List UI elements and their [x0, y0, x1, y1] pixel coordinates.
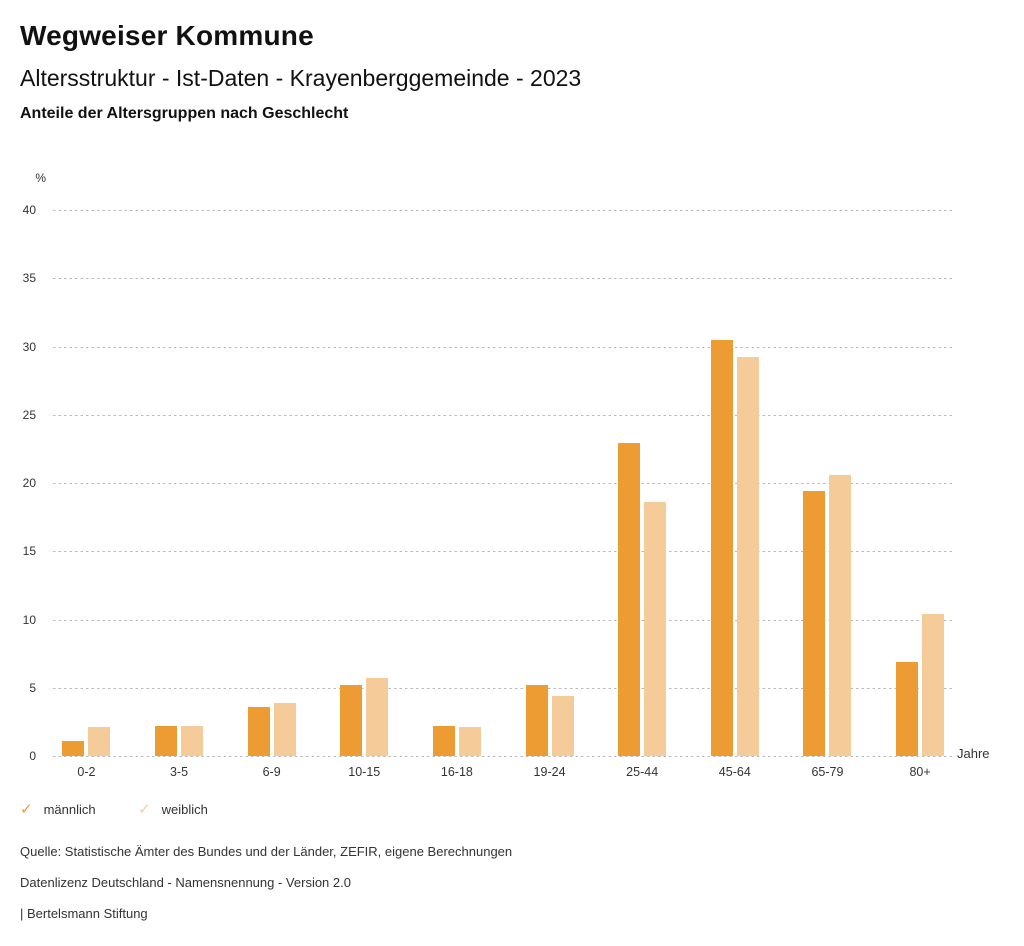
bar-weiblich-16-18: [458, 727, 481, 756]
bar-weiblich-45-64: [736, 357, 759, 756]
legend-label-weiblich: weiblich: [161, 802, 208, 817]
license-note: Datenlizenz Deutschland - Namensnennung …: [20, 875, 351, 890]
bar-weiblich-3-5: [181, 725, 204, 756]
x-axis-tick-65-79: 65-79: [811, 765, 844, 779]
y-axis-tick-15: 15: [22, 544, 36, 559]
gridline-40: [53, 210, 953, 211]
bar-männlich-19-24: [525, 685, 548, 756]
x-axis-tick-6-9: 6-9: [262, 765, 281, 779]
check-icon: ✓: [20, 801, 33, 818]
legend-label-männlich: männlich: [43, 802, 96, 817]
gridline-5: [53, 687, 953, 689]
gridline-30: [53, 346, 953, 348]
bar-männlich-3-5: [155, 725, 178, 756]
source-note: Quelle: Statistische Ämter des Bundes un…: [20, 844, 513, 859]
x-axis-tick-0-2: 0-2: [77, 765, 96, 779]
bar-weiblich-19-24: [551, 695, 574, 756]
legend-item-weiblich[interactable]: ✓ weiblich: [138, 802, 208, 817]
x-axis-tick-45-64: 45-64: [718, 765, 751, 779]
bar-männlich-45-64: [710, 339, 733, 756]
gridline-20: [53, 483, 953, 484]
bar-männlich-0-2: [62, 740, 85, 756]
bar-männlich-16-18: [432, 725, 455, 756]
bar-männlich-6-9: [247, 706, 270, 756]
y-axis-tick-20: 20: [22, 476, 36, 490]
gridline-15: [53, 551, 953, 553]
legend-item-männlich[interactable]: ✓ männlich: [20, 802, 96, 817]
x-axis-tick-16-18: 16-18: [440, 765, 473, 779]
chart-heading: Anteile der Altersgruppen nach Geschlech…: [20, 105, 349, 122]
y-axis-unit-label: %: [35, 171, 46, 185]
bar-männlich-80+: [896, 661, 919, 756]
bar-männlich-10-15: [340, 685, 363, 756]
gridline-35: [53, 278, 953, 280]
bar-weiblich-65-79: [829, 474, 852, 756]
gridline-10: [53, 619, 953, 621]
gridline-25: [53, 414, 953, 416]
chart-subtitle: Altersstruktur - Ist-Daten - Krayenbergg…: [20, 65, 582, 91]
attribution-note: | Bertelsmann Stiftung: [20, 906, 148, 921]
bar-männlich-65-79: [803, 491, 826, 756]
x-axis-tick-3-5: 3-5: [169, 765, 189, 779]
bar-weiblich-25-44: [644, 502, 667, 756]
check-icon: ✓: [138, 801, 151, 818]
x-axis-tick-80+: 80+: [909, 765, 931, 779]
gridline-0: [53, 756, 953, 757]
y-axis-tick-35: 35: [22, 271, 36, 286]
x-axis-tick-19-24: 19-24: [533, 765, 566, 779]
y-axis-tick-30: 30: [22, 339, 36, 354]
bar-weiblich-10-15: [366, 678, 389, 756]
y-axis-tick-5: 5: [29, 680, 36, 695]
x-axis-tick-10-15: 10-15: [348, 765, 381, 779]
page-title: Wegweiser Kommune: [20, 20, 314, 51]
x-axis-unit-label: Jahre: [957, 746, 990, 761]
y-axis-tick-0: 0: [29, 749, 36, 763]
y-axis-tick-25: 25: [22, 407, 36, 422]
bar-weiblich-6-9: [273, 702, 296, 756]
bar-weiblich-80+: [922, 614, 945, 756]
bar-weiblich-0-2: [88, 727, 111, 756]
bar-männlich-25-44: [618, 443, 641, 756]
y-axis-tick-40: 40: [22, 203, 36, 217]
x-axis-tick-25-44: 25-44: [626, 765, 659, 779]
y-axis-tick-10: 10: [22, 612, 36, 627]
